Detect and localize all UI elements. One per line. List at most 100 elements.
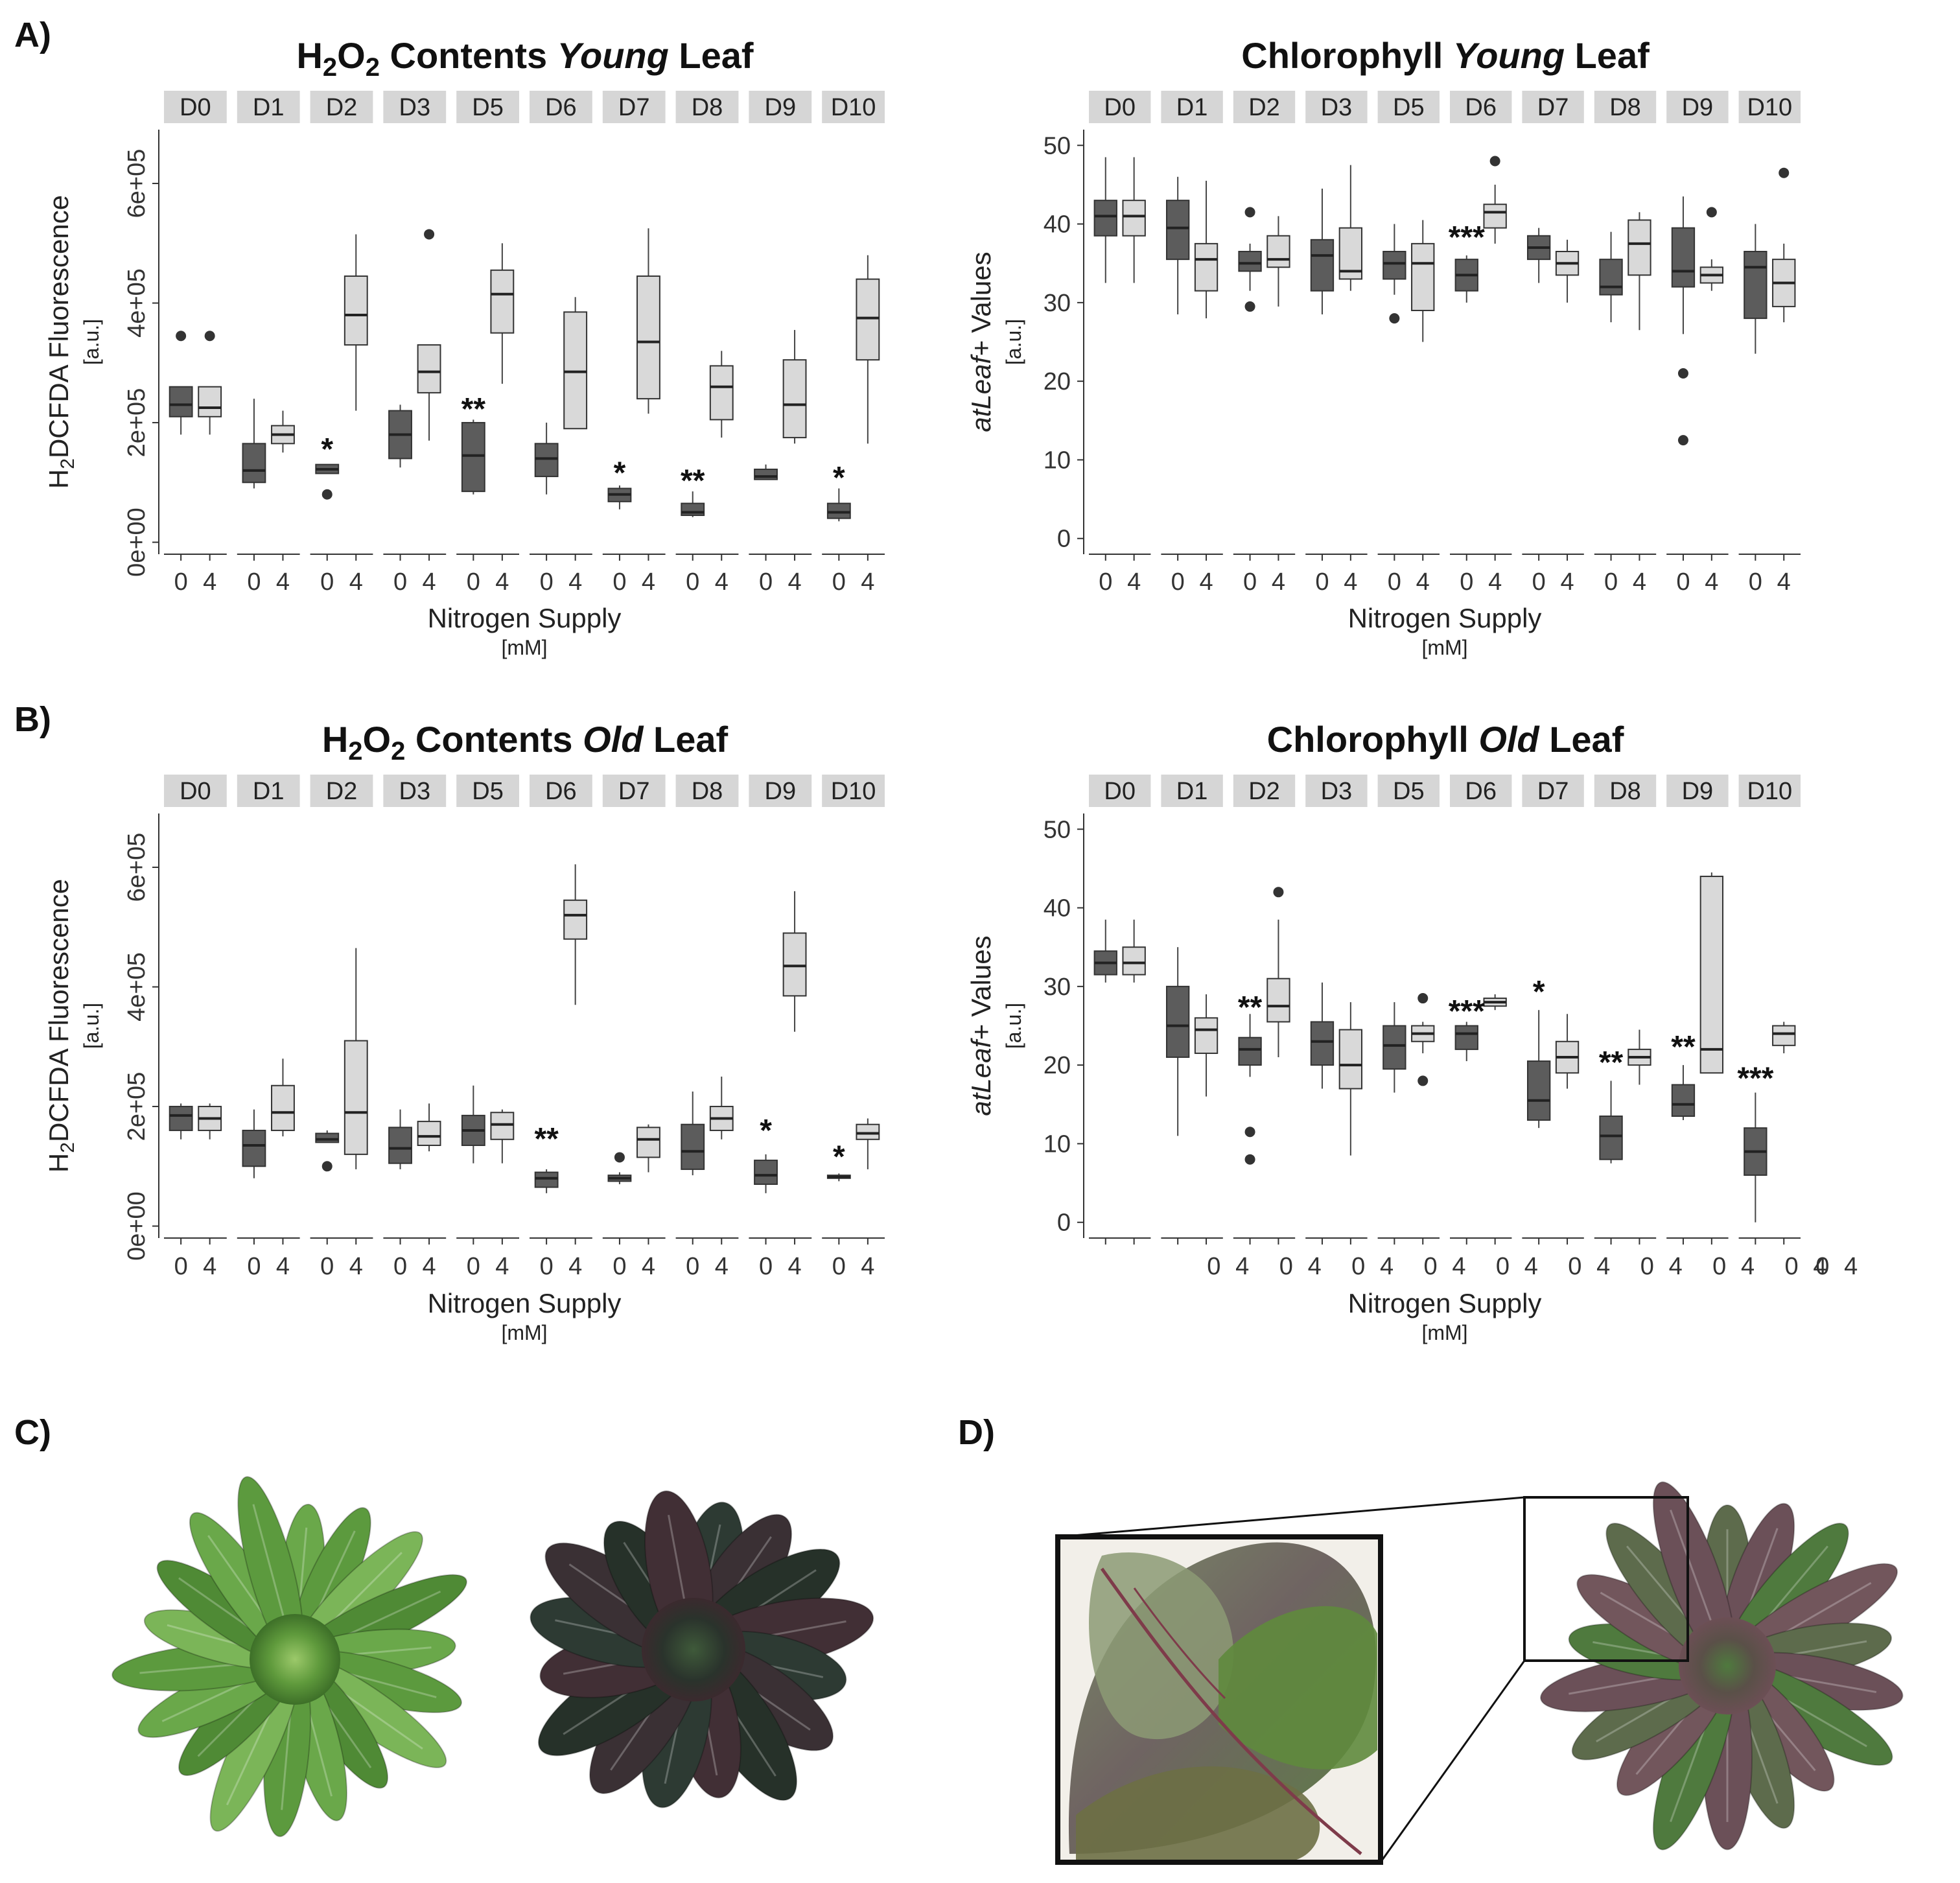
x-tick-label: 0 (1604, 568, 1618, 596)
y-tick-label: 10 (1044, 447, 1071, 474)
box-n0 (461, 422, 485, 493)
x-axis-unit: [mM] (1421, 636, 1467, 659)
facet-strip (1305, 91, 1368, 123)
box-n0 (1310, 1021, 1335, 1066)
x-tick-label: 0 (759, 568, 773, 596)
photo-purple-rosette (1057, 1481, 1904, 1863)
facet-strip (1594, 91, 1657, 123)
box-n0 (388, 1127, 412, 1164)
x-tick-label: 4 (1380, 1253, 1394, 1280)
x-tick-label: 0 (1496, 1253, 1510, 1280)
x-tick-label: 4 (642, 568, 655, 596)
facet-label: D7 (1537, 94, 1569, 121)
facet-strip (602, 775, 666, 807)
box-n0 (242, 443, 266, 484)
facet-strip (1377, 91, 1440, 123)
facet-label: D0 (180, 778, 211, 805)
x-tick-label: 0 (1388, 568, 1401, 596)
x-tick-label: 4 (1344, 568, 1357, 596)
outlier-point (1706, 207, 1717, 218)
x-tick-label: 4 (1524, 1253, 1538, 1280)
significance-mark: * (833, 461, 845, 495)
x-tick-label: 4 (861, 1253, 874, 1280)
facet-label: D8 (1609, 94, 1641, 121)
box-n4 (563, 311, 588, 430)
panel-label-a: A) (14, 16, 51, 54)
facet-label: D7 (618, 94, 650, 121)
x-tick-label: 4 (1452, 1253, 1465, 1280)
box-n0 (1382, 251, 1406, 280)
box-n0 (534, 443, 559, 478)
panel-label-c: C) (14, 1413, 51, 1452)
x-tick-label: 4 (276, 1253, 290, 1280)
facet-label: D3 (399, 778, 431, 805)
box-n4 (1772, 1025, 1796, 1046)
zoom-connector-top (1057, 1496, 1525, 1538)
x-tick-label: 4 (1669, 1253, 1683, 1280)
y-tick-label: 20 (1044, 368, 1071, 395)
x-tick-label: 4 (1235, 1253, 1249, 1280)
x-tick-label: 0 (1423, 1253, 1437, 1280)
y-axis-unit: [a.u.] (80, 319, 103, 365)
x-tick-label: 0 (1532, 568, 1546, 596)
y-tick-label: 30 (1044, 974, 1071, 1001)
box-n4 (1122, 200, 1146, 237)
x-tick-label: 4 (1488, 568, 1502, 596)
x-tick-label: 4 (788, 1253, 801, 1280)
facet-strip (237, 775, 300, 807)
facet-strip (237, 91, 300, 123)
facet-strip (749, 775, 812, 807)
box-n4 (417, 1121, 441, 1147)
x-tick-label: 4 (1416, 568, 1430, 596)
facet-label: D1 (253, 778, 285, 805)
y-tick-label: 40 (1044, 895, 1071, 922)
box-n4 (1266, 235, 1290, 268)
facet-label: D7 (618, 778, 650, 805)
facet-label: D2 (1248, 778, 1280, 805)
outlier-point (614, 1152, 625, 1163)
facet-strip (602, 91, 666, 123)
x-tick-label: 0 (540, 1253, 554, 1280)
x-tick-label: 4 (1844, 1253, 1858, 1280)
facet-strip (1233, 91, 1296, 123)
facet-strip (675, 91, 739, 123)
x-axis-label: Nitrogen Supply (1348, 1288, 1542, 1318)
facet-strip (822, 775, 885, 807)
box-n0 (315, 1132, 340, 1143)
significance-mark: *** (1449, 994, 1485, 1029)
x-tick-label: 4 (1127, 568, 1141, 596)
facet-strip (1089, 775, 1151, 807)
x-axis-unit: [mM] (501, 1321, 547, 1344)
box-n0 (1238, 1036, 1262, 1066)
y-tick-label: 4e+05 (123, 952, 150, 1022)
outlier-point (1677, 368, 1688, 379)
facet-label: D2 (326, 94, 358, 121)
x-tick-label: 0 (686, 1253, 699, 1280)
x-tick-label: 4 (203, 1253, 216, 1280)
x-tick-label: 0 (1207, 1253, 1220, 1280)
facet-strip (1594, 775, 1657, 807)
x-tick-label: 4 (422, 568, 436, 596)
facet-label: D5 (472, 778, 504, 805)
significance-mark: * (614, 456, 626, 491)
x-tick-label: 4 (203, 568, 216, 596)
box-n0 (1671, 1084, 1696, 1117)
x-tick-label: 0 (1815, 1253, 1829, 1280)
chart-title: Chlorophyll Young Leaf (1241, 35, 1650, 76)
box-n4 (709, 365, 734, 421)
box-n0 (1526, 1060, 1551, 1121)
facet-label: D8 (1609, 778, 1641, 805)
outlier-point (176, 331, 187, 342)
x-tick-label: 0 (1315, 568, 1329, 596)
outlier-point (321, 489, 332, 500)
significance-mark: *** (1449, 220, 1485, 255)
x-tick-label: 4 (422, 1253, 436, 1280)
outlier-point (1489, 156, 1500, 167)
facet-strip (1305, 775, 1368, 807)
facet-label: D9 (765, 778, 797, 805)
facet-label: D7 (1537, 778, 1569, 805)
facet-label: D10 (1747, 778, 1792, 805)
x-tick-label: 4 (1777, 568, 1791, 596)
facet-strip (675, 775, 739, 807)
y-tick-label: 0e+00 (123, 1191, 150, 1261)
